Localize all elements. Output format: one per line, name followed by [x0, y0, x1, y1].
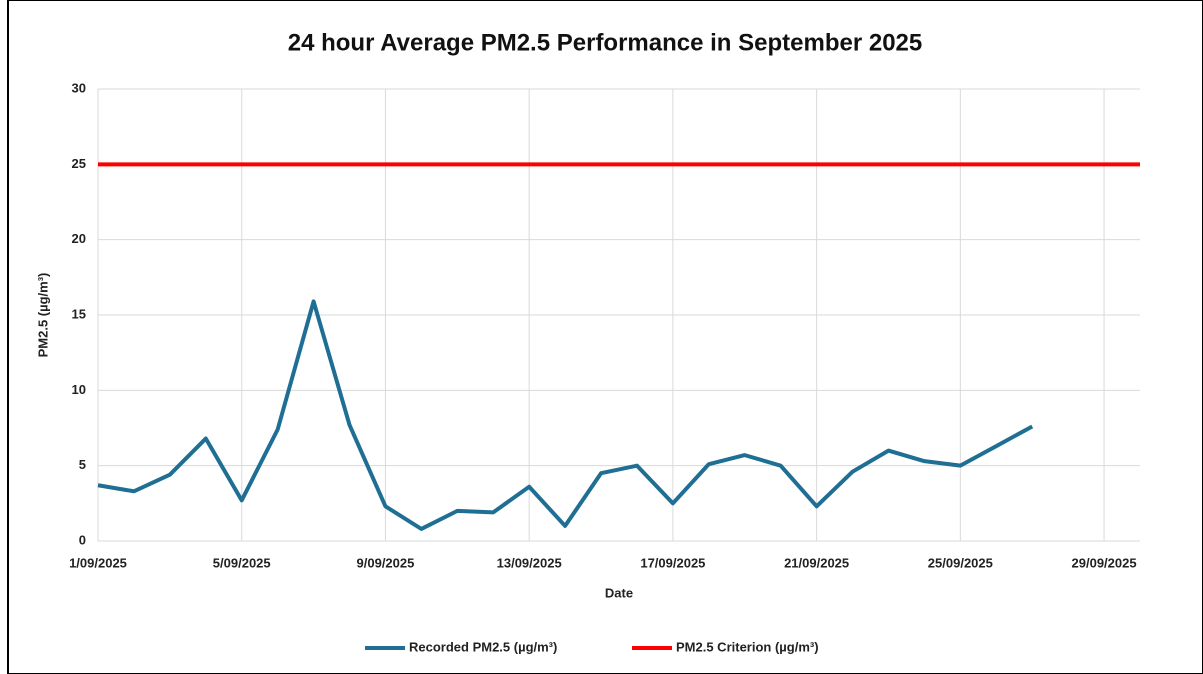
- y-tick-label: 10: [72, 382, 86, 397]
- y-tick-label: 20: [72, 231, 86, 246]
- x-tick-label: 17/09/2025: [640, 555, 705, 570]
- y-tick-label: 15: [72, 306, 86, 321]
- y-tick-label: 25: [72, 156, 86, 171]
- x-tick-label: 5/09/2025: [213, 555, 271, 570]
- legend-label: Recorded PM2.5 (µg/m³): [409, 639, 557, 654]
- x-tick-label: 13/09/2025: [497, 555, 562, 570]
- x-tick-label: 25/09/2025: [928, 555, 993, 570]
- y-tick-label: 0: [79, 532, 86, 547]
- y-axis-label: PM2.5 (µg/m³): [35, 273, 50, 358]
- x-tick-label: 21/09/2025: [784, 555, 849, 570]
- series-line: [97, 299, 1034, 531]
- x-axis-label: Date: [605, 585, 633, 600]
- chart-title: 24 hour Average PM2.5 Performance in Sep…: [288, 29, 923, 56]
- x-tick-label: 1/09/2025: [69, 555, 127, 570]
- chart-frame: [7, 0, 1203, 674]
- legend-label: PM2.5 Criterion (µg/m³): [676, 639, 819, 654]
- y-tick-label: 5: [79, 457, 86, 472]
- x-tick-label: 29/09/2025: [1072, 555, 1137, 570]
- y-tick-label: 30: [72, 80, 86, 95]
- x-tick-label: 9/09/2025: [357, 555, 415, 570]
